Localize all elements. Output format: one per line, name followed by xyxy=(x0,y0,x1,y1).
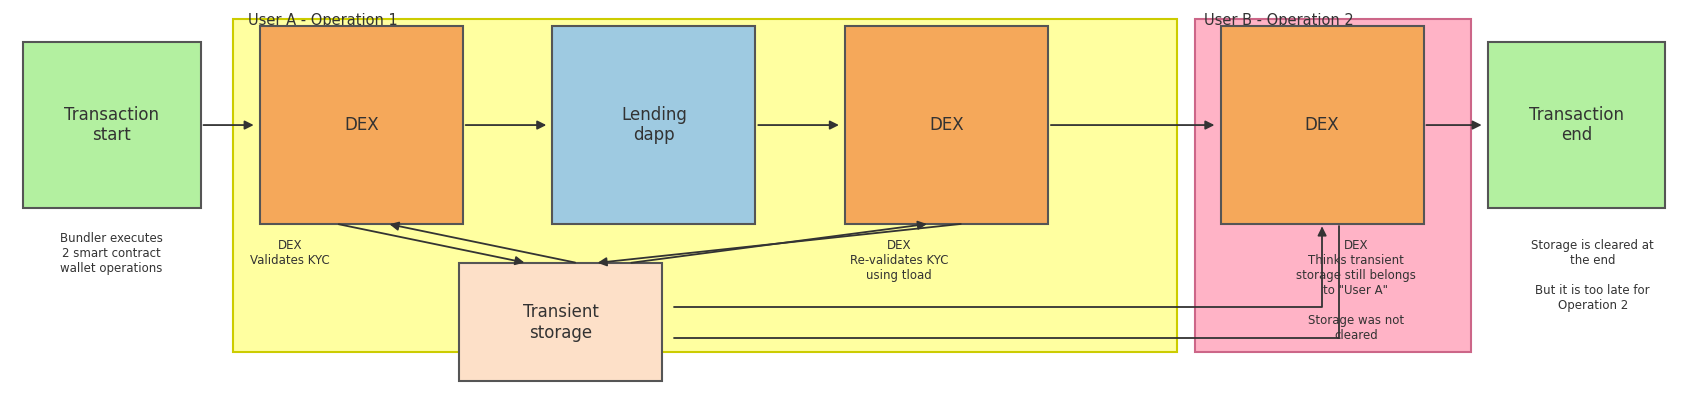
FancyBboxPatch shape xyxy=(24,42,200,208)
FancyBboxPatch shape xyxy=(1195,18,1471,352)
FancyBboxPatch shape xyxy=(460,263,662,382)
Text: Bundler executes
2 smart contract
wallet operations: Bundler executes 2 smart contract wallet… xyxy=(59,232,163,274)
Text: User A - Operation 1: User A - Operation 1 xyxy=(248,14,397,28)
Text: DEX: DEX xyxy=(1305,116,1339,134)
FancyBboxPatch shape xyxy=(1220,26,1424,224)
Text: DEX: DEX xyxy=(930,116,964,134)
Text: Transaction
end: Transaction end xyxy=(1529,106,1624,144)
Text: DEX
Validates KYC: DEX Validates KYC xyxy=(251,240,331,268)
Text: Storage is cleared at
the end

But it is too late for
Operation 2: Storage is cleared at the end But it is … xyxy=(1531,240,1655,312)
Text: DEX
Thinks transient
storage still belongs
to "User A"

Storage was not
cleared: DEX Thinks transient storage still belon… xyxy=(1297,240,1415,342)
FancyBboxPatch shape xyxy=(845,26,1049,224)
Text: DEX
Re-validates KYC
using tload: DEX Re-validates KYC using tload xyxy=(850,240,949,282)
FancyBboxPatch shape xyxy=(260,26,463,224)
Text: Transient
storage: Transient storage xyxy=(523,303,599,342)
FancyBboxPatch shape xyxy=(553,26,755,224)
Text: User B - Operation 2: User B - Operation 2 xyxy=(1203,14,1354,28)
Text: Transaction
start: Transaction start xyxy=(64,106,160,144)
FancyBboxPatch shape xyxy=(232,18,1176,352)
FancyBboxPatch shape xyxy=(1488,42,1665,208)
Text: Lending
dapp: Lending dapp xyxy=(621,106,687,144)
Text: DEX: DEX xyxy=(344,116,378,134)
